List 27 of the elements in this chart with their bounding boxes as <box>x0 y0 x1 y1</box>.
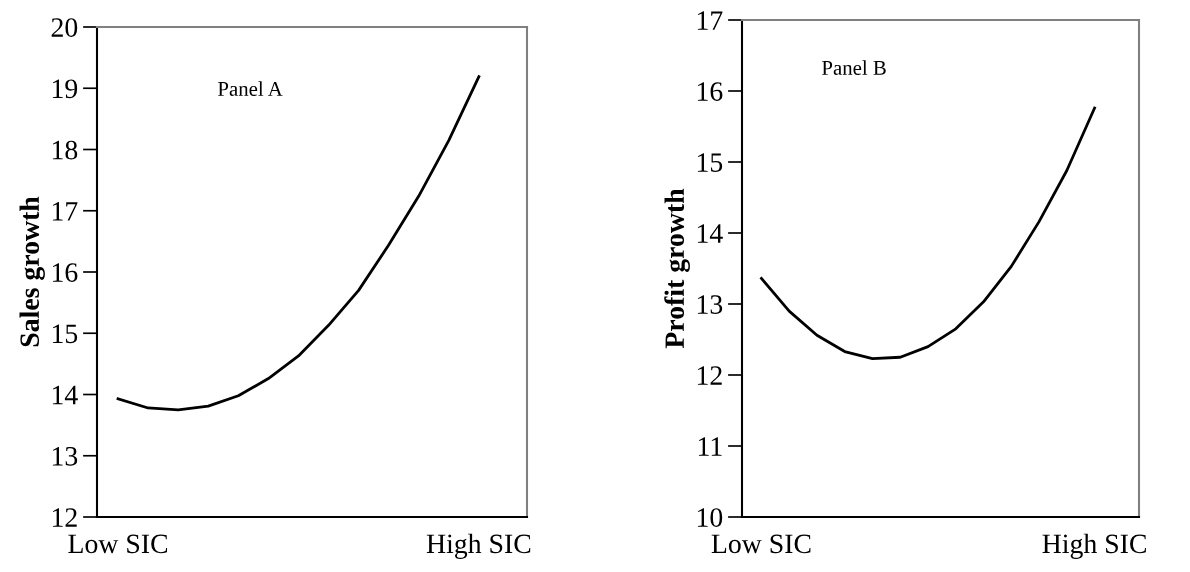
y-axis-title: Profit growth <box>664 188 690 349</box>
y-tick-label: 13 <box>52 446 78 466</box>
x-tick-label: Low SIC <box>68 534 168 554</box>
y-tick-label: 18 <box>52 140 78 160</box>
y-tick-label: 14 <box>52 385 78 405</box>
y-tick-label: 13 <box>697 295 723 314</box>
y-tick-label: 17 <box>697 11 723 30</box>
y-tick-label: 12 <box>52 508 77 527</box>
annotation: Panel A <box>218 81 283 96</box>
y-tick-label: 17 <box>52 202 78 221</box>
y-tick-label: 12 <box>697 366 722 385</box>
y-tick-label: 19 <box>52 79 78 99</box>
line-series <box>760 106 1096 361</box>
x-tick-label: High SIC <box>1042 533 1146 559</box>
y-tick-label: 15 <box>52 324 78 344</box>
y-tick-label: 15 <box>697 153 723 172</box>
y-axis-title: Sales growth <box>19 196 45 347</box>
y-tick-label: 10 <box>697 508 723 527</box>
y-tick-label: 16 <box>697 82 723 101</box>
y-tick-label: 14 <box>697 224 723 243</box>
annotation: Panel B <box>822 60 886 75</box>
line-series <box>116 75 481 412</box>
x-tick-label: Low SIC <box>711 534 811 554</box>
y-tick-label: 11 <box>698 437 722 456</box>
y-tick-label: 20 <box>51 18 78 37</box>
x-tick-label: High SIC <box>426 533 531 559</box>
y-tick-label: 16 <box>52 263 78 282</box>
